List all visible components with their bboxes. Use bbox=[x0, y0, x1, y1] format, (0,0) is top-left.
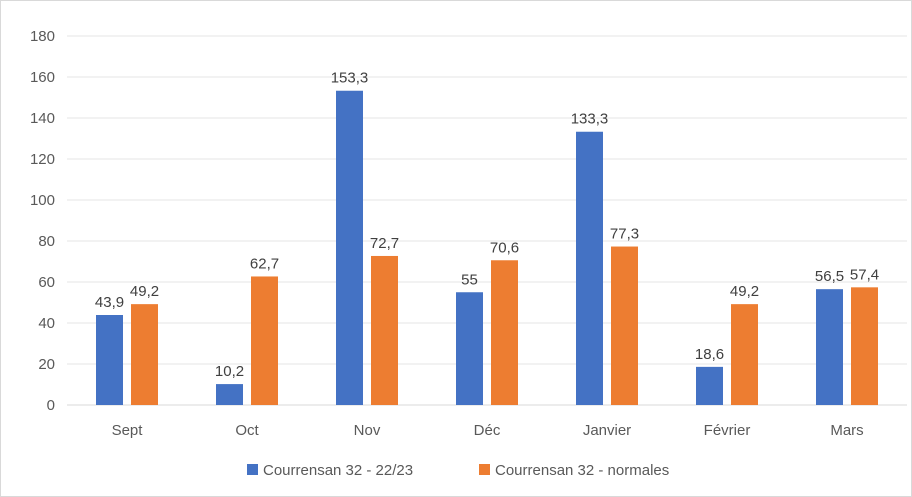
data-label: 77,3 bbox=[610, 226, 639, 243]
bar-season-4 bbox=[576, 131, 603, 406]
data-label: 70,6 bbox=[490, 239, 519, 256]
legend: Courrensan 32 - 22/23 Courrensan 32 - nor… bbox=[247, 462, 669, 479]
bar-normales-0 bbox=[131, 304, 158, 405]
legend-label: Courrensan 32 - 22/23 bbox=[263, 462, 413, 479]
bar-season-6 bbox=[816, 289, 843, 405]
data-label: 55 bbox=[461, 271, 478, 288]
x-tick-label: Oct bbox=[235, 422, 259, 439]
data-label: 49,2 bbox=[130, 283, 159, 300]
x-tick-label: Sept bbox=[112, 422, 144, 439]
x-tick-label: Déc bbox=[474, 422, 501, 439]
bar-normales-4 bbox=[611, 246, 638, 405]
legend-item: Courrensan 32 - 22/23 bbox=[247, 462, 413, 479]
y-tick-label: 160 bbox=[30, 69, 55, 86]
data-label: 43,9 bbox=[95, 294, 124, 311]
bar-normales-5 bbox=[731, 304, 758, 405]
y-tick-label: 140 bbox=[30, 110, 55, 127]
bars bbox=[96, 90, 878, 406]
data-label: 10,2 bbox=[215, 363, 244, 380]
y-axis-ticks: 0 20 40 60 80 100 120 140 160 180 bbox=[30, 28, 55, 414]
gridlines bbox=[67, 35, 907, 406]
bar-season-0 bbox=[96, 315, 123, 405]
bar-season-2 bbox=[336, 90, 363, 406]
data-label: 72,7 bbox=[370, 235, 399, 252]
bar-season-5 bbox=[696, 366, 723, 405]
y-tick-label: 40 bbox=[38, 315, 55, 332]
y-tick-label: 120 bbox=[30, 151, 55, 168]
data-label: 57,4 bbox=[850, 266, 879, 283]
bar-season-3 bbox=[456, 292, 483, 405]
bar-normales-3 bbox=[491, 260, 518, 405]
y-tick-label: 60 bbox=[38, 274, 55, 291]
y-tick-label: 80 bbox=[38, 233, 55, 250]
legend-swatch bbox=[479, 464, 490, 475]
data-label: 133,3 bbox=[571, 111, 609, 128]
y-tick-label: 180 bbox=[30, 28, 55, 45]
x-axis-ticks: Sept Oct Nov Déc Janvier Février Mars bbox=[112, 422, 864, 439]
data-labels: 43,9 49,2 10,2 62,7 153,3 72,7 55 70,6 133,3 77,3… bbox=[95, 70, 879, 380]
legend-label: Courrensan 32 - normales bbox=[495, 462, 669, 479]
legend-item: Courrensan 32 - normales bbox=[479, 462, 669, 479]
data-label: 153,3 bbox=[331, 70, 369, 87]
x-tick-label: Nov bbox=[354, 422, 381, 439]
data-label: 49,2 bbox=[730, 283, 759, 300]
x-tick-label: Mars bbox=[830, 422, 863, 439]
y-tick-label: 0 bbox=[47, 397, 55, 414]
bar-normales-1 bbox=[251, 276, 278, 405]
y-tick-label: 20 bbox=[38, 356, 55, 373]
legend-swatch bbox=[247, 464, 258, 475]
data-label: 62,7 bbox=[250, 255, 279, 272]
data-label: 56,5 bbox=[815, 268, 844, 285]
x-tick-label: Février bbox=[704, 422, 751, 439]
data-label: 18,6 bbox=[695, 346, 724, 363]
bar-season-1 bbox=[216, 384, 243, 405]
y-tick-label: 100 bbox=[30, 192, 55, 209]
bar-normales-2 bbox=[371, 255, 398, 405]
x-tick-label: Janvier bbox=[583, 422, 631, 439]
bar-normales-6 bbox=[851, 287, 878, 405]
